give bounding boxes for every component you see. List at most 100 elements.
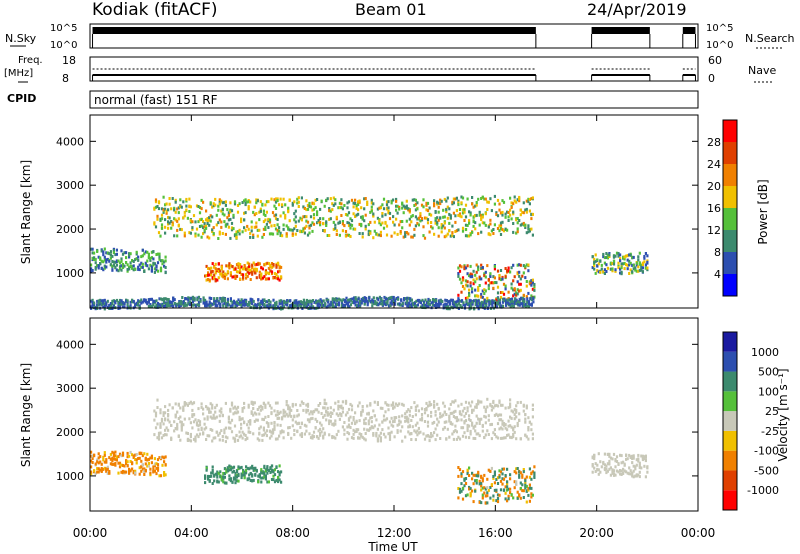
heatmap-cell (120, 470, 123, 474)
heatmap-cell (221, 435, 224, 438)
heatmap-cell (241, 436, 244, 440)
heatmap-cell (414, 413, 417, 417)
heatmap-cell (259, 404, 262, 408)
heatmap-cell (328, 303, 331, 307)
heatmap-cell (427, 297, 430, 301)
heatmap-cell (235, 230, 238, 234)
heatmap-cell (372, 296, 375, 300)
heatmap-cell (232, 477, 236, 481)
heatmap-cell (204, 300, 207, 304)
heatmap-cell (480, 481, 483, 485)
heatmap-cell (299, 300, 302, 304)
heatmap-cell (278, 226, 281, 230)
heatmap-cell (258, 304, 261, 308)
heatmap-cell (260, 305, 263, 309)
heatmap-cell (277, 470, 280, 474)
heatmap-cell (457, 487, 460, 490)
heatmap-cell (357, 428, 360, 432)
heatmap-cell (164, 203, 167, 207)
heatmap-cell (637, 473, 640, 477)
heatmap-cell (425, 216, 428, 220)
heatmap-cell (460, 299, 464, 303)
heatmap-cell (236, 405, 240, 409)
heatmap-cell (405, 231, 408, 234)
heatmap-cell (426, 221, 430, 225)
heatmap-cell (407, 207, 410, 211)
heatmap-cell (240, 434, 243, 438)
heatmap-cell (191, 402, 194, 406)
heatmap-cell (109, 256, 112, 260)
heatmap-cell (481, 215, 484, 219)
heatmap-cell (143, 473, 146, 476)
heatmap-cell (270, 265, 274, 269)
colorbar-swatch (723, 430, 737, 451)
heatmap-cell (184, 304, 187, 307)
heatmap-cell (594, 470, 597, 473)
heatmap-cell (518, 470, 521, 474)
heatmap-cell (91, 301, 94, 305)
heatmap-cell (125, 299, 128, 303)
heatmap-cell (430, 414, 433, 418)
heatmap-cell (459, 299, 462, 303)
heatmap-cell (242, 273, 245, 277)
heatmap-cell (117, 305, 120, 309)
heatmap-cell (448, 419, 451, 423)
heatmap-cell (240, 465, 243, 469)
heatmap-cell (417, 409, 420, 413)
heatmap-cell (230, 221, 234, 225)
heatmap-cell (483, 486, 486, 490)
heatmap-cell (260, 277, 263, 281)
heatmap-cell (617, 463, 620, 466)
heatmap-cell (615, 469, 619, 473)
heatmap-cell (602, 252, 605, 256)
heatmap-cell (329, 419, 332, 423)
heatmap-cell (252, 236, 255, 239)
heatmap-cell (186, 216, 189, 220)
heatmap-cell (252, 413, 255, 417)
heatmap-cell (484, 281, 487, 285)
heatmap-cell (168, 221, 171, 225)
heatmap-cell (318, 299, 321, 303)
heatmap-cell (222, 472, 225, 475)
heatmap-cell (632, 469, 635, 473)
heatmap-cell (531, 233, 534, 237)
heatmap-cell (264, 477, 267, 481)
heatmap-cell (149, 258, 152, 262)
heatmap-cell (156, 261, 160, 265)
heatmap-cell (430, 432, 433, 435)
heatmap-cell (490, 437, 493, 441)
heatmap-cell (260, 299, 263, 303)
heatmap-cell (434, 218, 437, 222)
heatmap-cell (518, 270, 521, 274)
heatmap-cell (628, 453, 631, 457)
heatmap-cell (233, 200, 237, 204)
heatmap-cell (445, 303, 448, 306)
heatmap-cell (486, 494, 489, 498)
heatmap-cell (510, 201, 513, 205)
heatmap-cell (164, 225, 167, 229)
heatmap-cell (419, 301, 422, 305)
heatmap-cell (258, 274, 261, 277)
heatmap-cell (220, 478, 223, 481)
heatmap-cell (354, 198, 357, 202)
heatmap-cell (237, 270, 240, 274)
heatmap-cell (261, 276, 264, 280)
heatmap-cell (91, 269, 94, 272)
heatmap-cell (527, 227, 530, 230)
heatmap-cell (235, 300, 239, 304)
heatmap-cell (216, 470, 219, 474)
heatmap-cell (240, 298, 243, 302)
heatmap-cell (373, 424, 376, 428)
heatmap-cell (293, 415, 296, 419)
heatmap-cell (221, 438, 224, 442)
heatmap-cell (392, 215, 395, 219)
heatmap-cell (480, 300, 483, 304)
heatmap-cell (331, 297, 334, 301)
colorbar-swatch (723, 208, 737, 230)
heatmap-cell (425, 407, 428, 410)
heatmap-cell (401, 226, 404, 230)
heatmap-cell (243, 473, 246, 476)
heatmap-cell (518, 412, 521, 416)
heatmap-cell (471, 423, 474, 427)
heatmap-cell (341, 410, 344, 414)
